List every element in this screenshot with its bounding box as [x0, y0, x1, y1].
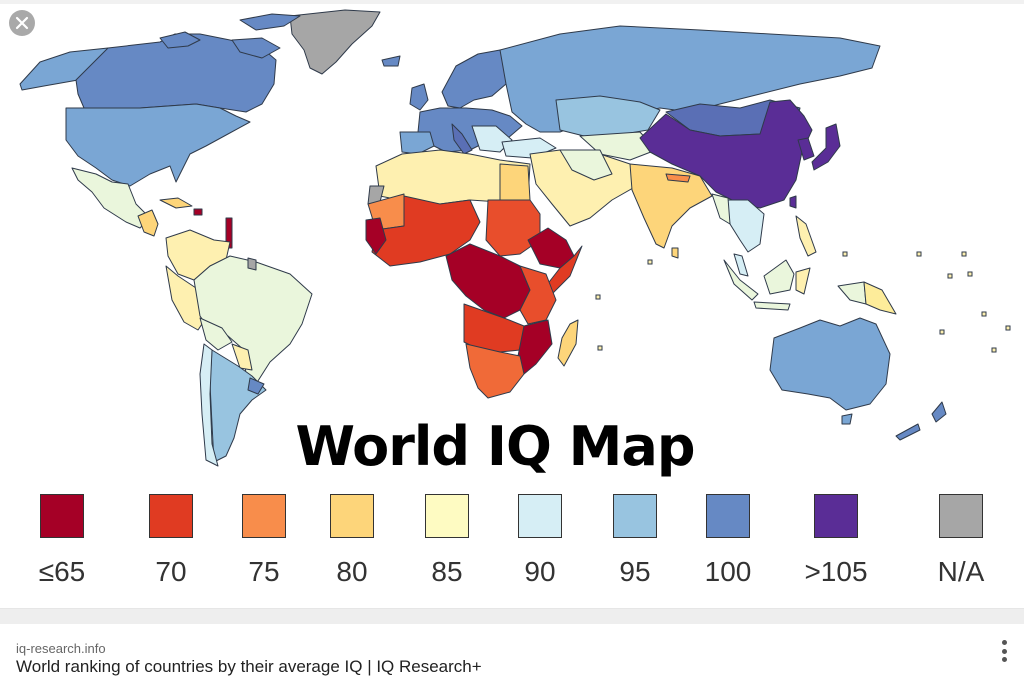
legend-item-na: N/A: [921, 490, 1001, 600]
region-java: [753, 301, 791, 311]
region-senegal-guinea: [365, 217, 387, 255]
region-bolivia: [199, 317, 233, 351]
region-new-zealand: [895, 401, 947, 441]
world-map: [19, 9, 1011, 467]
region-indochina: [723, 199, 765, 253]
region-iran: [559, 149, 613, 181]
legend-label: 80: [336, 556, 368, 587]
legend-swatch: [613, 494, 657, 538]
legend-swatch: [149, 494, 193, 538]
legend-swatch: [425, 494, 469, 538]
caption-title[interactable]: World ranking of countries by their aver…: [16, 657, 482, 676]
more-vertical-icon: [1001, 648, 1007, 654]
region-madagascar: [557, 319, 579, 367]
legend-item-75: 75: [224, 490, 304, 600]
region-borneo: [763, 259, 795, 295]
legend-swatch: [814, 494, 858, 538]
legend-swatch: [706, 494, 750, 538]
region-tasmania: [841, 413, 853, 425]
legend-label: N/A: [937, 556, 985, 587]
more-vertical-icon: [1001, 640, 1007, 645]
legend-item-100: 100: [688, 490, 768, 600]
separator: [0, 608, 1024, 624]
legend-swatch: [242, 494, 286, 538]
region-new-guinea-west: [837, 281, 867, 305]
region-sumatra: [723, 259, 759, 301]
region-sri-lanka: [671, 247, 679, 259]
top-strip: [0, 0, 1024, 4]
legend-label: 90: [524, 556, 556, 587]
region-cuba: [159, 197, 193, 209]
more-vertical-icon: [1001, 657, 1007, 662]
region-uk: [409, 83, 429, 111]
region-kenya-tanzania: [519, 265, 557, 325]
legend-swatch: [40, 494, 84, 538]
region-canada-islands: [159, 13, 301, 59]
region-italy: [451, 123, 473, 155]
region-myanmar: [711, 193, 731, 225]
legend-item-gt105: >105: [796, 490, 876, 600]
legend-label: 85: [431, 556, 463, 587]
legend-item-95: 95: [595, 490, 675, 600]
region-southern-africa: [465, 343, 525, 399]
region-guiana: [247, 257, 257, 271]
region-korea: [797, 137, 815, 161]
region-japan: [811, 123, 841, 171]
legend-item-90: 90: [500, 490, 580, 600]
legend-label: ≤65: [38, 556, 86, 587]
legend-swatch: [939, 494, 983, 538]
region-png: [863, 281, 897, 315]
legend-label: 100: [704, 556, 752, 587]
map-legend: ≤65 70 75 80 85 90: [0, 490, 1024, 600]
region-haiti: [193, 208, 203, 216]
region-argentina: [209, 349, 267, 463]
region-sudan: [485, 199, 541, 257]
caption-source[interactable]: iq-research.info: [16, 641, 106, 656]
region-uruguay: [247, 377, 265, 395]
close-icon: [15, 16, 29, 30]
region-egypt: [499, 163, 531, 203]
legend-label: 70: [155, 556, 187, 587]
legend-swatch: [330, 494, 374, 538]
map-title: World IQ Map: [295, 415, 696, 478]
region-india: [629, 163, 713, 249]
map-image[interactable]: World IQ Map ≤65 70 75 80 85: [0, 4, 1024, 608]
legend-label: 95: [619, 556, 651, 587]
region-iberia: [399, 131, 435, 155]
legend-label: >105: [804, 556, 868, 587]
region-west-africa: [371, 195, 481, 267]
region-nepal: [665, 173, 691, 183]
region-taiwan: [789, 195, 797, 209]
region-mozambique: [517, 319, 553, 375]
more-options-button[interactable]: [998, 638, 1010, 664]
legend-item-70: 70: [131, 490, 211, 600]
region-sulawesi: [795, 267, 811, 295]
region-greenland: [289, 9, 381, 75]
region-central-america: [137, 209, 159, 237]
region-iceland: [381, 55, 401, 67]
region-philippines: [795, 215, 817, 257]
image-caption: iq-research.info World ranking of countr…: [0, 624, 1024, 678]
close-button[interactable]: [9, 10, 35, 36]
region-australia: [769, 317, 891, 411]
region-paraguay: [231, 343, 253, 371]
region-usa: [65, 103, 251, 187]
legend-label: 75: [248, 556, 280, 587]
legend-item-80: 80: [312, 490, 392, 600]
region-chile: [199, 343, 219, 467]
legend-item-85: 85: [407, 490, 487, 600]
region-central-africa: [445, 243, 531, 319]
region-malay: [733, 253, 749, 277]
legend-item-le65: ≤65: [22, 490, 102, 600]
legend-swatch: [518, 494, 562, 538]
